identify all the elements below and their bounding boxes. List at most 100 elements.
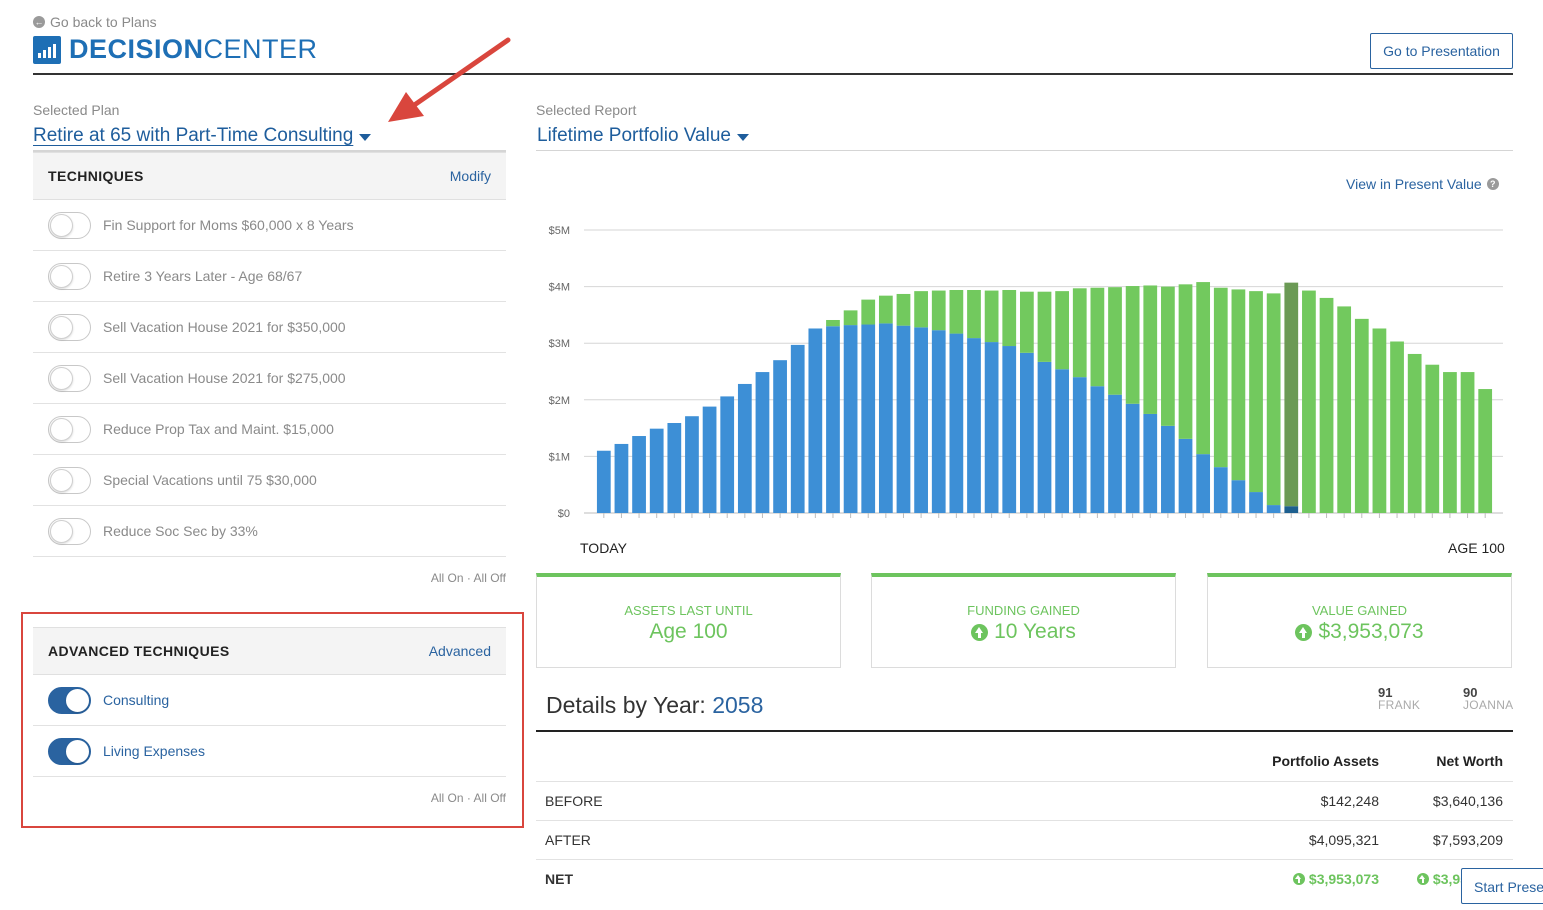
bar-base[interactable]: [790, 344, 805, 513]
bar-base[interactable]: [1019, 352, 1034, 513]
bar-base[interactable]: [1072, 377, 1087, 513]
techniques-all-off[interactable]: All Off: [473, 571, 506, 585]
bar-base[interactable]: [667, 423, 682, 513]
back-to-plans-link[interactable]: ← Go back to Plans: [33, 14, 157, 30]
technique-toggle[interactable]: [48, 737, 91, 765]
bar-gained[interactable]: [1337, 306, 1352, 513]
bar-gained[interactable]: [914, 291, 928, 328]
bar-base[interactable]: [596, 450, 611, 513]
bar-gained[interactable]: [1266, 293, 1281, 506]
bar-base[interactable]: [878, 323, 893, 513]
technique-toggle[interactable]: [48, 686, 91, 714]
details-year[interactable]: 2058: [712, 692, 764, 718]
bar-gained[interactable]: [1372, 328, 1387, 513]
bar-base[interactable]: [896, 325, 911, 513]
technique-toggle[interactable]: [48, 313, 91, 341]
bar-base[interactable]: [1161, 425, 1175, 513]
bar-base[interactable]: [1178, 438, 1193, 513]
bar-gained[interactable]: [1319, 297, 1334, 513]
bar-gained[interactable]: [931, 290, 946, 331]
bar-base[interactable]: [1055, 369, 1070, 513]
bar-base[interactable]: [931, 330, 946, 513]
bar-gained[interactable]: [1161, 286, 1175, 426]
start-presentation-button[interactable]: Start Presentation: [1461, 868, 1543, 904]
view-present-value-link[interactable]: View in Present Value ?: [1346, 176, 1499, 192]
bar-gained[interactable]: [1055, 291, 1070, 370]
bar-gained[interactable]: [1249, 291, 1263, 493]
bar-gained[interactable]: [1108, 287, 1122, 395]
bar-base[interactable]: [685, 416, 699, 513]
bar-gained[interactable]: [967, 289, 981, 339]
bar-base[interactable]: [808, 328, 823, 513]
bar-base[interactable]: [1037, 361, 1052, 513]
bar-base[interactable]: [1143, 413, 1158, 513]
bar-gained[interactable]: [896, 293, 911, 326]
bar-gained[interactable]: [1407, 353, 1422, 513]
bar-gained[interactable]: [1460, 372, 1475, 513]
bar-gained[interactable]: [861, 299, 876, 325]
bar-gained[interactable]: [1196, 282, 1211, 455]
bar-base[interactable]: [737, 383, 752, 513]
bar-base[interactable]: [1108, 394, 1122, 513]
bar-gained[interactable]: [878, 295, 893, 324]
advanced-all-off[interactable]: All Off: [473, 791, 506, 805]
bar-gained[interactable]: [1019, 291, 1034, 353]
bar-gained[interactable]: [1443, 372, 1457, 513]
technique-toggle[interactable]: [48, 415, 91, 443]
bar-base[interactable]: [1284, 506, 1299, 513]
technique-toggle[interactable]: [48, 262, 91, 290]
bar-base[interactable]: [720, 396, 735, 513]
bar-gained[interactable]: [1037, 291, 1052, 362]
bar-gained[interactable]: [1125, 286, 1140, 404]
bar-gained[interactable]: [843, 310, 858, 326]
bar-gained[interactable]: [826, 319, 840, 327]
bar-base[interactable]: [1090, 386, 1105, 513]
bar-base[interactable]: [632, 436, 646, 513]
go-to-presentation-button[interactable]: Go to Presentation: [1370, 33, 1513, 69]
advanced-link[interactable]: Advanced: [428, 643, 491, 659]
technique-toggle[interactable]: [48, 211, 91, 239]
technique-toggle[interactable]: [48, 466, 91, 494]
report-dropdown[interactable]: Lifetime Portfolio Value: [537, 125, 749, 147]
bar-base[interactable]: [967, 338, 981, 513]
bar-base[interactable]: [755, 372, 770, 513]
plan-dropdown[interactable]: Retire at 65 with Part-Time Consulting: [33, 125, 372, 147]
bar-gained[interactable]: [1231, 289, 1246, 481]
bar-gained[interactable]: [1302, 290, 1316, 513]
bar-gained[interactable]: [949, 289, 964, 334]
bar-gained[interactable]: [1284, 282, 1299, 507]
bar-base[interactable]: [614, 443, 629, 513]
technique-toggle[interactable]: [48, 364, 91, 392]
bar-gained[interactable]: [1478, 389, 1493, 513]
bar-base[interactable]: [826, 326, 840, 513]
bar-base[interactable]: [861, 324, 876, 513]
bar-base[interactable]: [1213, 467, 1228, 513]
advanced-all-on[interactable]: All On: [430, 791, 464, 805]
bar-base[interactable]: [1266, 505, 1281, 513]
bar-gained[interactable]: [1002, 289, 1017, 347]
bar-gained[interactable]: [984, 290, 999, 343]
bar-base[interactable]: [702, 406, 717, 513]
bar-base[interactable]: [984, 342, 999, 513]
modify-link[interactable]: Modify: [449, 168, 491, 184]
bar-gained[interactable]: [1143, 285, 1158, 414]
bar-gained[interactable]: [1354, 318, 1369, 513]
bar-gained[interactable]: [1390, 341, 1404, 513]
bar-gained[interactable]: [1425, 364, 1440, 513]
technique-toggle[interactable]: [48, 517, 91, 545]
bar-gained[interactable]: [1178, 284, 1193, 439]
bar-gained[interactable]: [1213, 287, 1228, 468]
bar-base[interactable]: [1125, 403, 1140, 513]
bar-base[interactable]: [1196, 454, 1211, 513]
bar-base[interactable]: [949, 333, 964, 513]
bar-gained[interactable]: [1072, 288, 1087, 378]
bar-base[interactable]: [649, 428, 664, 513]
techniques-all-on[interactable]: All On: [430, 571, 464, 585]
bar-base[interactable]: [1002, 346, 1017, 513]
bar-gained[interactable]: [1090, 287, 1105, 387]
bar-base[interactable]: [1231, 480, 1246, 513]
bar-base[interactable]: [914, 327, 928, 513]
bar-base[interactable]: [843, 325, 858, 513]
bar-base[interactable]: [773, 360, 787, 513]
bar-base[interactable]: [1249, 492, 1263, 513]
